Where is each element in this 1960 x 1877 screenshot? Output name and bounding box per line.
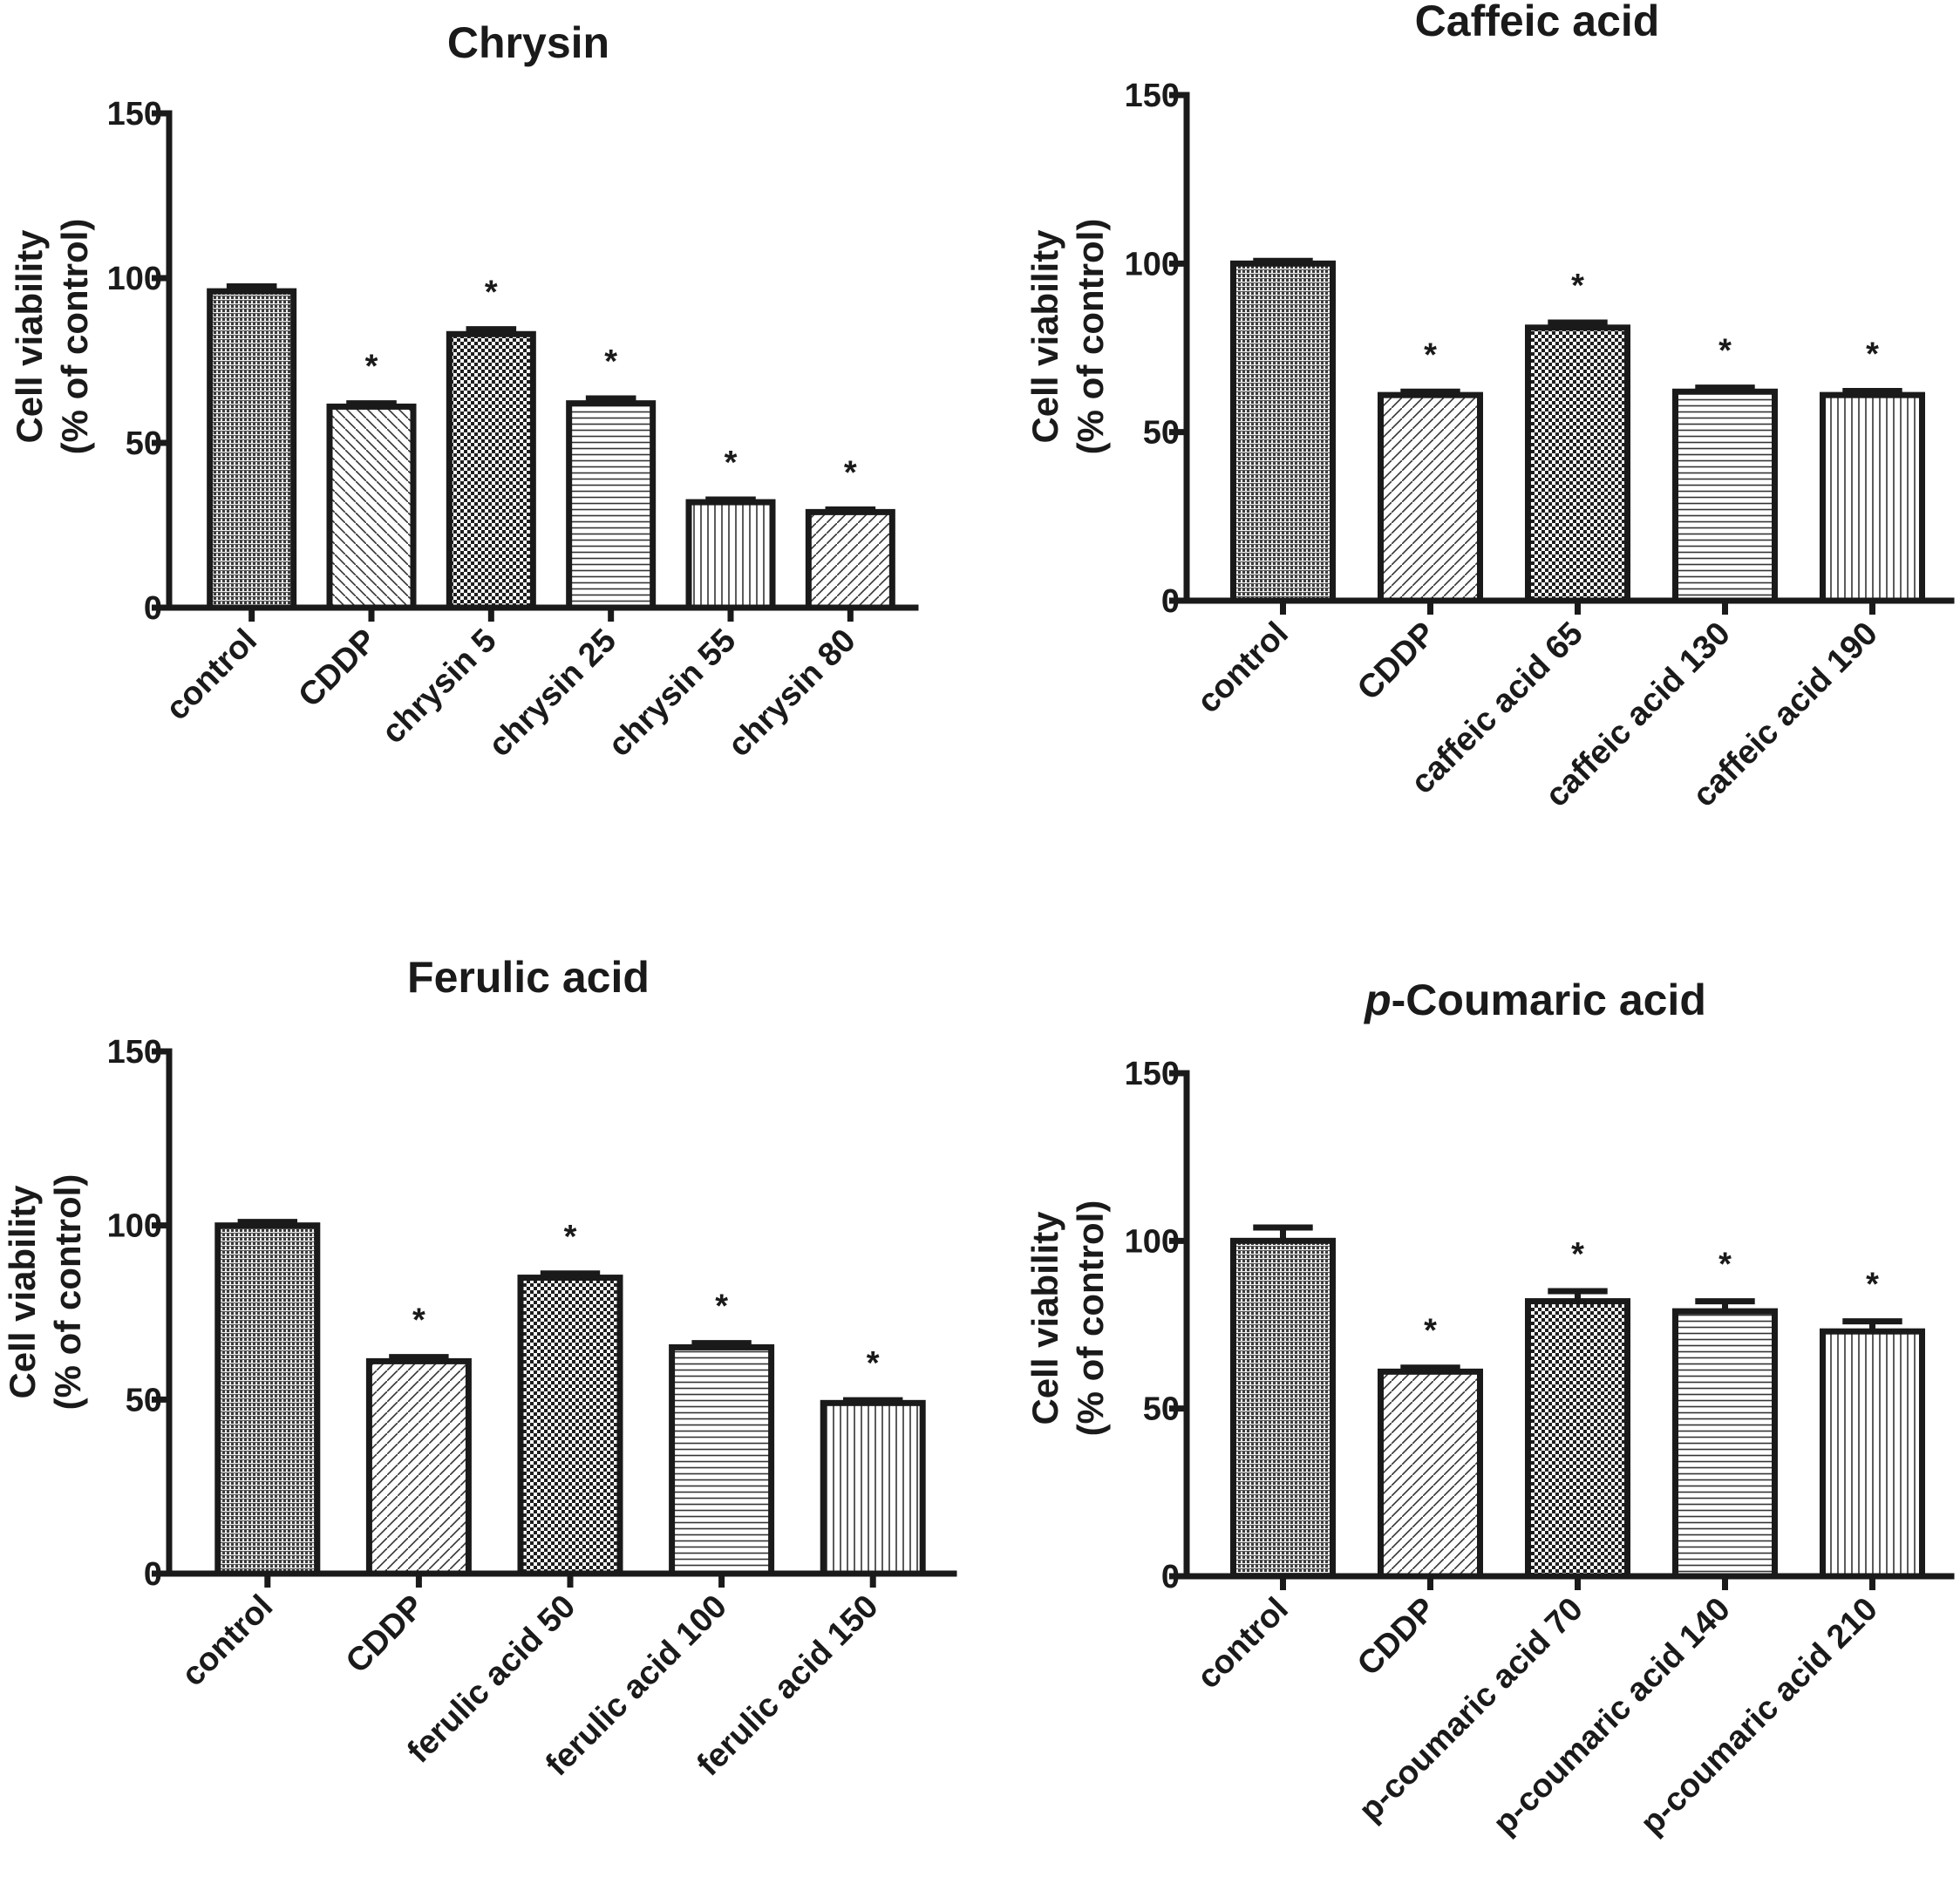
y-axis-label-line2: (% of control) (1070, 1200, 1111, 1437)
bar (669, 1343, 775, 1577)
plot-area-p-coumaric-acid: control*CDDP*p-coumaric acid 70*p-coumar… (1125, 1056, 1955, 1842)
y-axis-label-line2: (% of control) (1070, 219, 1111, 455)
bar (685, 499, 776, 611)
y-tick-label: 0 (1161, 583, 1180, 620)
significance-marker: * (485, 275, 498, 311)
y-tick-label: 100 (107, 261, 162, 297)
y-axis-label-line1: Cell viability (2, 1185, 43, 1399)
x-tick-label: CDDP (292, 622, 385, 715)
y-tick-label: 50 (126, 1382, 162, 1418)
bar (214, 1222, 321, 1577)
significance-marker: * (1571, 1236, 1584, 1273)
significance-marker: * (725, 445, 738, 481)
y-tick-label: 100 (1125, 246, 1180, 282)
plot-area-ferulic-acid: control*CDDP*ferulic acid 50*ferulic aci… (107, 1034, 957, 1784)
x-tick-label: chrysin 80 (721, 622, 863, 765)
significance-marker: * (1424, 1313, 1437, 1350)
title-italic-prefix: p (1363, 976, 1392, 1024)
panel-chrysin: Chrysin Cell viability (% of control) co… (9, 18, 919, 765)
bar (805, 508, 895, 611)
y-tick-label: 100 (107, 1208, 162, 1245)
panel-caffeic-acid: Caffeic acid Cell viability (% of contro… (1024, 0, 1955, 814)
chart-title: Chrysin (447, 18, 609, 67)
y-axis-label-line2: (% of control) (47, 1174, 88, 1411)
y-tick-label: 50 (126, 425, 162, 462)
x-tick-label: control (174, 1588, 280, 1694)
x-tick-label: p-coumaric acid 140 (1487, 1591, 1738, 1842)
y-axis-label-line1: Cell viability (9, 229, 50, 444)
x-tick-label: chrysin 5 (375, 622, 504, 751)
bar (1525, 324, 1630, 604)
y-tick-label: 50 (1143, 1391, 1180, 1428)
bar (566, 400, 657, 611)
y-axis-label-line1: Cell viability (1024, 229, 1065, 444)
title-main: -Coumaric acid (1392, 976, 1706, 1024)
bar (1378, 1368, 1483, 1580)
y-tick-label: 50 (1143, 415, 1180, 452)
significance-marker: * (844, 454, 857, 491)
chart-title: Caffeic acid (1415, 0, 1660, 45)
y-tick-label: 150 (107, 96, 162, 133)
significance-marker: * (412, 1302, 425, 1339)
x-tick-label: chrysin 25 (481, 622, 623, 765)
bar (446, 330, 536, 611)
y-axis-label-line1: Cell viability (1024, 1211, 1065, 1425)
significance-marker: * (1866, 336, 1879, 372)
significance-marker: * (564, 1219, 577, 1255)
y-tick-label: 150 (1125, 78, 1180, 114)
significance-marker: * (1424, 337, 1437, 373)
bar (1525, 1298, 1630, 1580)
bar (1230, 260, 1336, 604)
bar (1672, 1308, 1778, 1580)
significance-marker: * (365, 349, 378, 385)
plot-area-caffeic-acid: control*CDDP*caffeic acid 65*caffeic aci… (1125, 78, 1955, 814)
bar (1820, 1328, 1925, 1580)
y-tick-label: 150 (107, 1034, 162, 1071)
x-tick-label: CDDP (1351, 615, 1443, 708)
y-tick-label: 150 (1125, 1056, 1180, 1092)
bar (1378, 391, 1483, 604)
y-tick-label: 0 (144, 1556, 162, 1593)
chart-title: p-Coumaric acid (1363, 976, 1706, 1024)
x-tick-label: chrysin 55 (602, 622, 744, 765)
significance-marker: * (715, 1289, 728, 1325)
y-tick-label: 0 (144, 590, 162, 627)
x-tick-label: p-coumaric acid 210 (1634, 1591, 1885, 1842)
x-tick-label: CDDP (1351, 1591, 1443, 1683)
significance-marker: * (1866, 1267, 1879, 1303)
bar (1230, 1237, 1336, 1580)
x-tick-label: control (159, 622, 264, 728)
bar (326, 403, 417, 611)
x-tick-label: CDDP (339, 1588, 432, 1681)
bar (820, 1399, 926, 1577)
bar (1672, 388, 1778, 604)
bar (207, 288, 297, 611)
panel-p-coumaric-acid: p-Coumaric acid Cell viability (% of con… (1024, 976, 1955, 1842)
significance-marker: * (867, 1345, 880, 1382)
bar (517, 1275, 623, 1577)
x-tick-label: control (1190, 1591, 1296, 1697)
bar (1820, 391, 1925, 604)
panel-ferulic-acid: Ferulic acid Cell viability (% of contro… (2, 953, 957, 1784)
significance-marker: * (604, 343, 617, 380)
x-tick-label: control (1190, 615, 1296, 721)
significance-marker: * (1718, 1247, 1732, 1283)
chart-title: Ferulic acid (407, 953, 650, 1002)
y-tick-label: 0 (1161, 1559, 1180, 1595)
significance-marker: * (1571, 268, 1584, 304)
bar (365, 1357, 472, 1577)
y-tick-label: 100 (1125, 1223, 1180, 1260)
y-axis-label-line2: (% of control) (54, 219, 95, 455)
significance-marker: * (1718, 333, 1732, 370)
plot-area-chrysin: control * CDDP * chrysin 5 * chrysin 25 * chrysi… (107, 96, 919, 765)
